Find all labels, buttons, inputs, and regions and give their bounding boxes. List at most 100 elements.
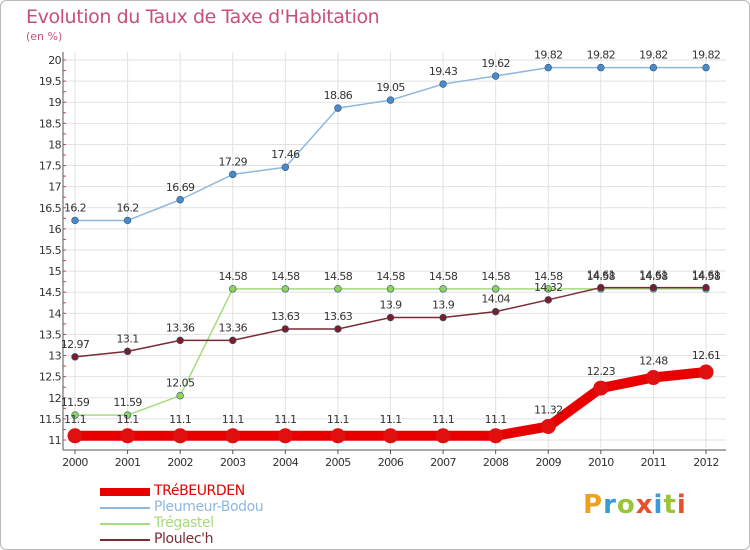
line-chart: 11 11.5 12 12.5 13 13.5 14 14.5 15 15.5 16 16.5 17 17… — [39, 49, 726, 469]
data-label-ploulec-h: 14.61 — [692, 269, 721, 282]
data-point-ploulec-h — [649, 283, 658, 292]
x-tick-label: 2011 — [641, 456, 667, 469]
data-point-tr-gastel — [176, 391, 184, 400]
data-point-pleumeur-bodou — [334, 104, 342, 112]
data-label-pleumeur-bodou: 17.29 — [219, 155, 248, 168]
legend-label: TRéBEURDEN — [154, 483, 245, 499]
data-point-tr-gastel — [229, 285, 237, 293]
legend-label: Trégastel — [154, 515, 214, 531]
x-tick-label: 2004 — [273, 456, 299, 469]
data-point-tr-beurden — [172, 428, 188, 444]
legend-swatch — [100, 507, 150, 509]
logo-letter: i — [676, 490, 687, 520]
data-label-tr-beurden: 12.61 — [692, 349, 721, 362]
y-tick-label: 11 — [48, 434, 61, 447]
legend-swatch — [100, 488, 150, 496]
data-label-tr-gastel: 14.58 — [587, 270, 616, 283]
data-label-ploulec-h: 14.04 — [481, 293, 510, 306]
data-label-ploulec-h: 14.61 — [639, 269, 668, 282]
data-point-ploulec-h — [702, 283, 710, 292]
data-label-pleumeur-bodou: 16.2 — [64, 201, 86, 214]
data-label-tr-gastel: 14.58 — [219, 270, 248, 283]
data-label-tr-beurden: 12.23 — [587, 365, 616, 378]
data-label-tr-gastel: 12.05 — [166, 377, 195, 390]
data-label-tr-beurden: 11.32 — [534, 403, 563, 416]
legend-item-tr-beurden: TRéBEURDEN — [100, 483, 320, 500]
data-point-pleumeur-bodou — [439, 80, 447, 88]
data-label-ploulec-h: 14.61 — [587, 269, 616, 282]
data-point-ploulec-h — [386, 313, 395, 322]
data-point-tr-gastel — [281, 285, 290, 293]
data-point-tr-gastel — [123, 411, 132, 419]
data-label-tr-beurden: 11.1 — [64, 413, 86, 426]
chart-title: Evolution du Taux de Taxe d'Habitation — [26, 6, 380, 28]
y-tick-label: 11.5 — [39, 413, 62, 426]
data-label-tr-beurden: 11.1 — [222, 413, 244, 426]
data-point-tr-beurden — [67, 428, 83, 444]
data-point-tr-beurden — [383, 428, 398, 444]
data-label-ploulec-h: 13.36 — [166, 321, 195, 334]
data-point-tr-beurden — [593, 380, 609, 396]
y-tick-label: 14.5 — [39, 286, 62, 299]
x-tick-label: 2009 — [535, 456, 561, 469]
data-point-tr-beurden — [120, 428, 136, 444]
data-label-pleumeur-bodou: 19.82 — [534, 49, 563, 62]
logo-letter: o — [616, 490, 636, 520]
data-label-tr-gastel: 11.59 — [113, 396, 142, 409]
y-tick-label: 13 — [48, 350, 61, 363]
data-point-ploulec-h — [334, 325, 342, 333]
logo-letter: x — [635, 490, 654, 520]
legend-swatch — [100, 523, 150, 525]
data-label-tr-gastel: 14.58 — [534, 270, 563, 283]
data-point-pleumeur-bodou — [649, 63, 658, 72]
data-label-tr-beurden: 11.1 — [485, 413, 507, 426]
axes: 11 11.5 12 12.5 13 13.5 14 14.5 15 15.5 16 16.5 17 17… — [39, 52, 726, 469]
x-tick-label: 2002 — [167, 456, 193, 469]
data-point-tr-gastel — [334, 285, 342, 293]
y-tick-label: 12 — [48, 392, 61, 405]
y-tick-label: 14 — [48, 307, 61, 320]
y-tick-label: 20 — [48, 54, 61, 67]
data-label-ploulec-h: 13.1 — [117, 332, 139, 345]
data-label-ploulec-h: 13.36 — [219, 321, 248, 334]
data-label-ploulec-h: 13.9 — [379, 299, 402, 312]
y-tick-label: 18.5 — [39, 117, 62, 130]
data-label-tr-gastel: 14.58 — [639, 270, 668, 283]
logo-letter: t — [663, 490, 677, 520]
data-label-pleumeur-bodou: 19.62 — [481, 57, 510, 70]
data-label-tr-beurden: 11.1 — [117, 413, 139, 426]
data-label-tr-gastel: 14.58 — [692, 270, 721, 283]
data-point-tr-gastel — [439, 285, 447, 293]
data-point-pleumeur-bodou — [281, 163, 290, 171]
data-point-tr-beurden — [225, 428, 241, 444]
data-label-ploulec-h: 13.9 — [432, 299, 455, 312]
data-label-pleumeur-bodou: 19.43 — [429, 65, 458, 78]
data-point-pleumeur-bodou — [544, 63, 552, 72]
y-tick-label: 15 — [48, 265, 61, 278]
logo-letter: P — [583, 490, 604, 520]
data-point-ploulec-h — [229, 336, 237, 345]
data-label-pleumeur-bodou: 19.82 — [639, 49, 668, 62]
data-point-tr-gastel — [386, 285, 395, 293]
y-tick-label: 12.5 — [39, 371, 62, 384]
x-tick-label: 2003 — [220, 456, 246, 469]
data-point-ploulec-h — [281, 325, 290, 333]
x-tick-label: 2012 — [693, 456, 719, 469]
data-label-tr-beurden: 11.1 — [432, 413, 454, 426]
data-labels: 16.2 16.2 16.69 17.29 17.46 18.86 19.05 19.43 19… — [61, 49, 722, 426]
data-label-tr-gastel: 14.58 — [481, 270, 510, 283]
x-tick-label: 2005 — [325, 456, 351, 469]
data-label-ploulec-h: 13.63 — [271, 310, 300, 323]
data-point-tr-beurden — [435, 428, 451, 444]
y-tick-label: 17 — [48, 181, 61, 194]
legend-item-pleumeur-bodou: Pleumeur-Bodou — [100, 499, 320, 516]
data-point-tr-beurden — [330, 428, 346, 444]
data-label-tr-beurden: 11.1 — [379, 413, 401, 426]
data-point-pleumeur-bodou — [71, 216, 79, 225]
y-tick-label: 16.5 — [39, 202, 62, 215]
legend-swatch — [100, 539, 150, 541]
data-label-pleumeur-bodou: 19.82 — [587, 49, 616, 62]
chart-unit: (en %) — [26, 30, 63, 43]
legend-item-tr-gastel: Trégastel — [100, 515, 320, 532]
proxiti-logo: Proxiti — [583, 490, 687, 520]
